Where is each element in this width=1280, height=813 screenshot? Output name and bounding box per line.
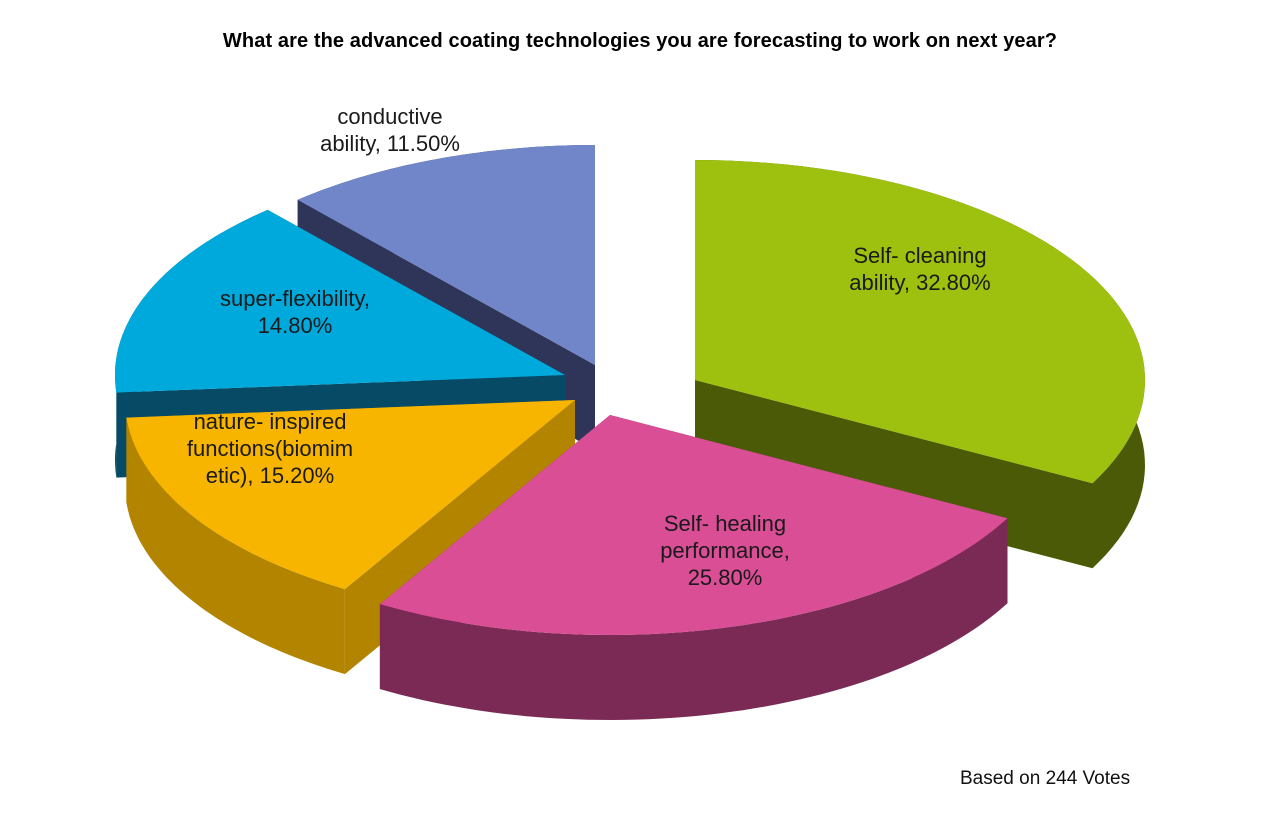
slice-label-self-healing: Self- healing performance, 25.80%: [660, 511, 790, 590]
slice-label-self-cleaning: Self- cleaning ability, 32.80%: [849, 243, 991, 295]
slice-self-healing: [379, 415, 1008, 635]
slice-nature-inspired: [126, 400, 576, 590]
slice-super-flexibility: [115, 209, 565, 393]
slice-label-nature-inspired: nature- inspired functions(biomim etic),…: [186, 409, 354, 488]
votes-footnote: Based on 244 Votes: [960, 768, 1131, 789]
slice-wall-self-healing: [379, 518, 1008, 720]
slice-wall-nature-inspired: [126, 417, 345, 675]
chart-title: What are the advanced coating technologi…: [222, 30, 1058, 52]
slice-label-super-flexibility: super-flexibility, 14.80%: [220, 286, 370, 338]
slice-conductive: [297, 145, 595, 365]
slice-self-cleaning: [695, 160, 1145, 484]
slice-label-conductive: conductive ability, 11.50%: [320, 104, 460, 156]
